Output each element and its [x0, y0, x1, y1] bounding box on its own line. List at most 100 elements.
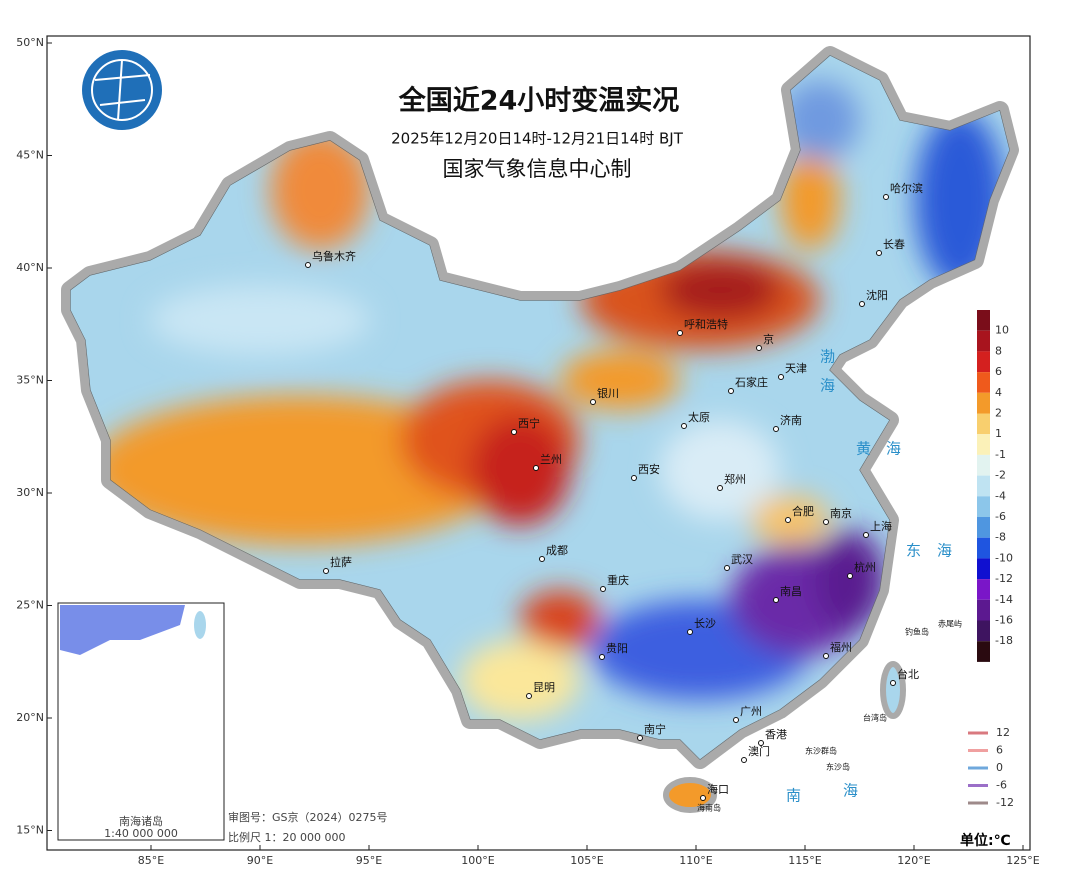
city-dot: [728, 388, 734, 394]
colorbar-swatch: [977, 558, 990, 580]
city-dot: [778, 374, 784, 380]
line-legend-label: -12: [996, 796, 1014, 809]
colorbar-swatch: [977, 310, 990, 331]
subtitle: 2025年12月20日14时-12月21日14时 BJT: [391, 130, 684, 148]
colorbar-swatch: [977, 599, 990, 621]
colorbar-swatch: [977, 517, 990, 538]
city-label: 南宁: [644, 722, 666, 736]
city-dot: [876, 250, 882, 256]
lon-label: 120°E: [897, 854, 930, 867]
colorbar-swatch: [977, 579, 990, 600]
city-dot: [785, 517, 791, 523]
colorbar-swatch: [977, 496, 990, 517]
city-label: 兰州: [540, 453, 562, 466]
place-label: 赤尾屿: [938, 620, 962, 629]
city-label: 重庆: [607, 573, 629, 587]
colorbar-swatch: [977, 351, 990, 373]
line-legend-label: 12: [996, 726, 1010, 739]
lat-label: 30°N: [16, 486, 44, 499]
city-dot: [823, 653, 829, 659]
city-dot: [859, 301, 865, 307]
city-dot: [733, 717, 739, 723]
unit: 单位:℃: [960, 832, 1011, 849]
colorbar-label: -8: [995, 531, 1006, 544]
city-dot: [590, 399, 596, 405]
city-label: 京: [763, 332, 774, 346]
colorbar-label: -12: [995, 572, 1013, 585]
colorbar-label: 8: [995, 344, 1002, 357]
city-label: 广州: [740, 705, 762, 718]
colorbar-swatch: [977, 434, 990, 455]
city-label: 西宁: [518, 416, 540, 430]
colorbar-swatch: [977, 392, 990, 414]
city-label: 南京: [830, 506, 852, 520]
city-dot: [773, 426, 779, 432]
city-label: 太原: [688, 411, 710, 424]
city-label: 福州: [830, 640, 852, 654]
title: 全国近24小时变温实况: [398, 85, 680, 117]
city-dot: [890, 680, 896, 686]
colorbar-swatch: [977, 372, 990, 393]
hainan-island: [663, 777, 717, 813]
lat-label: 40°N: [16, 261, 44, 274]
lon-label: 95°E: [356, 854, 382, 867]
colorbar-label: -16: [995, 614, 1013, 627]
city-dot: [724, 565, 730, 571]
city-dot: [323, 568, 329, 574]
taiwan-island: [880, 661, 906, 719]
city-label: 银川: [597, 386, 619, 400]
city-dot: [687, 629, 693, 635]
lat-label: 35°N: [16, 374, 44, 387]
place-label: 台湾岛: [863, 713, 887, 723]
colorbar-swatch: [977, 641, 990, 662]
city-dot: [599, 654, 605, 660]
colorbar-label: -10: [995, 551, 1013, 564]
city-dot: [533, 465, 539, 471]
city-dot: [758, 740, 764, 746]
sea-label: 南: [786, 787, 801, 805]
city-label: 成都: [546, 544, 568, 557]
city-label: 济南: [780, 413, 802, 427]
lon-label: 110°E: [679, 854, 712, 867]
colorbar-label: -2: [995, 469, 1006, 482]
city-dot: [677, 330, 683, 336]
city-dot: [700, 795, 706, 801]
inset-coast: [60, 605, 185, 655]
city-dot: [717, 485, 723, 491]
colorbar-swatch: [977, 454, 990, 476]
city-label: 乌鲁木齐: [312, 249, 356, 263]
logo: [82, 50, 162, 130]
colorbar-label: -18: [995, 634, 1013, 647]
city-dot: [305, 262, 311, 268]
city-label: 石家庄: [735, 375, 768, 389]
city-label: 呼和浩特: [684, 317, 728, 331]
city-label: 澳门: [748, 744, 770, 758]
colorbar-swatch: [977, 475, 990, 497]
line-legend-label: -6: [996, 779, 1007, 792]
city-dot: [756, 345, 762, 351]
city-dot: [741, 757, 747, 763]
city-dot: [681, 423, 687, 429]
lat-label: 45°N: [16, 149, 44, 162]
colorbar-label: 4: [995, 386, 1002, 399]
lat-label: 50°N: [16, 36, 44, 49]
place-label: 海南岛: [697, 803, 721, 813]
inset-taiwan: [194, 611, 206, 639]
city-label: 拉萨: [330, 555, 352, 569]
sea-label: 黄: [856, 440, 871, 458]
city-dot: [863, 532, 869, 538]
sea-label: 海: [843, 782, 858, 800]
city-label: 贵阳: [606, 642, 628, 655]
city-dot: [883, 194, 889, 200]
colorbar-label: -1: [995, 448, 1006, 461]
place-label: 东沙岛: [826, 762, 850, 772]
review-number: 审图号：GS京（2024）0275号: [228, 810, 388, 824]
city-label: 沈阳: [866, 288, 888, 302]
colorbar-swatch: [977, 413, 990, 435]
place-label: 东沙群岛: [805, 746, 837, 756]
city-dot: [631, 475, 637, 481]
city-label: 合肥: [792, 504, 814, 518]
city-dot: [511, 429, 517, 435]
lon-label: 105°E: [570, 854, 603, 867]
